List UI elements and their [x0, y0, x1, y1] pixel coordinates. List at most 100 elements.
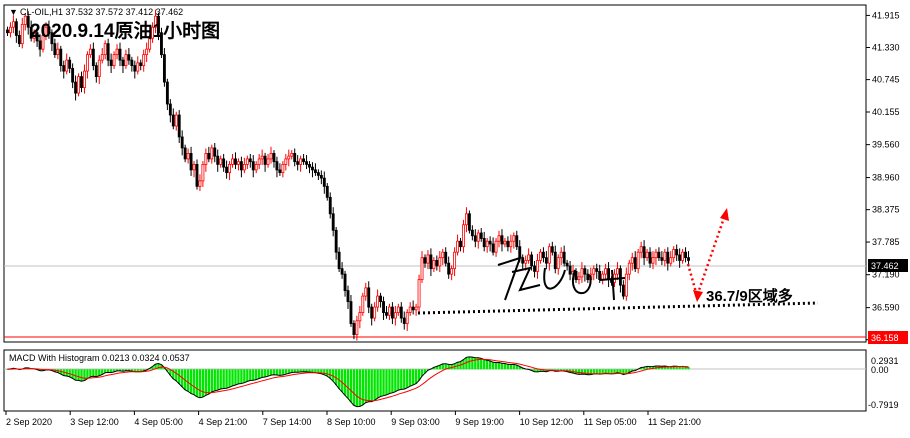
candle-body [541, 251, 545, 259]
candle-body [506, 240, 510, 248]
price-tick-label: 40.745 [872, 75, 900, 85]
macd-bar [207, 369, 211, 395]
macd-bar [133, 369, 136, 372]
candle-body [533, 265, 536, 272]
price-tick-label: 37.785 [872, 237, 900, 247]
macd-bar [189, 369, 193, 394]
macd-bar [169, 369, 172, 376]
candle-body [444, 251, 448, 264]
macd-bar [625, 369, 628, 374]
macd-bar [98, 369, 101, 376]
candle-body [278, 169, 282, 174]
macd-bar [210, 369, 213, 393]
macd-bar [104, 369, 107, 373]
candle-body [393, 312, 397, 319]
macd-bar [178, 369, 181, 384]
macd-bar [317, 369, 320, 374]
candle-body [68, 59, 72, 69]
macd-bar [136, 369, 139, 372]
macd-bar [500, 363, 504, 370]
candle-body [497, 235, 501, 242]
candle-body [562, 251, 566, 264]
macd-bar [669, 366, 672, 370]
macd-bar [406, 369, 409, 388]
candle-body [26, 15, 30, 28]
candle-body [313, 169, 317, 174]
candle-body [245, 158, 249, 165]
candle-body [465, 213, 468, 226]
macd-bar [471, 357, 474, 370]
macd-bar [542, 369, 545, 372]
candle-body [222, 158, 226, 168]
candle-body [237, 161, 240, 165]
candle-body [494, 240, 498, 253]
macd-bar [530, 369, 533, 371]
candle-body [642, 246, 646, 259]
macd-bar [447, 364, 450, 370]
projection-arrow[interactable] [686, 208, 729, 302]
candle-body [94, 65, 98, 77]
candle-body [580, 268, 584, 278]
candle-body [663, 251, 667, 261]
candle-body [681, 251, 685, 261]
macd-bar [577, 369, 581, 375]
macd-bar [521, 367, 524, 370]
candle-body [17, 35, 21, 45]
candle-body [645, 251, 649, 259]
candle-body [23, 15, 27, 25]
candle-body [438, 257, 442, 267]
candle-body [364, 287, 368, 297]
candlestick-series [6, 9, 690, 341]
candle-body [598, 271, 602, 281]
macd-bar [666, 366, 669, 370]
macd-bar [255, 369, 258, 380]
candle-body [112, 54, 116, 67]
macd-bar [281, 369, 285, 375]
macd-bar [589, 369, 592, 375]
macd-bar [580, 369, 584, 375]
candle-body [180, 136, 184, 149]
candle-body [168, 103, 172, 116]
macd-bar [326, 369, 329, 377]
candle-body [624, 273, 628, 297]
macd-bar [539, 369, 542, 372]
candle-body [450, 268, 454, 275]
candle-body [97, 59, 101, 77]
candle-body [88, 48, 92, 56]
macd-bar [112, 369, 116, 372]
candle-body [352, 323, 356, 335]
candle-body [479, 232, 483, 239]
candle-body [38, 40, 42, 50]
macd-bar [628, 369, 631, 373]
candle-body [201, 163, 205, 182]
candle-body [678, 254, 682, 261]
candle-body [453, 251, 457, 270]
macd-bar [379, 369, 382, 397]
candle-body [675, 249, 679, 256]
candle-body [257, 158, 261, 165]
macd-bar [142, 369, 145, 371]
macd-bar [411, 369, 415, 385]
candle-body [518, 246, 522, 259]
candle-body [672, 249, 676, 259]
candle-body [618, 268, 622, 286]
macd-bar [340, 369, 344, 392]
candle-body [544, 257, 548, 264]
candle-body [6, 29, 9, 34]
macd-bar [6, 369, 9, 370]
candle-body [388, 306, 391, 316]
candle-body [491, 243, 495, 253]
support-dotted-line[interactable] [417, 301, 819, 315]
candle-body [136, 62, 140, 72]
macd-bar [192, 369, 196, 395]
candle-body [151, 26, 155, 39]
macd-bar [346, 369, 350, 399]
candle-body [239, 161, 243, 171]
macd-bar [358, 369, 362, 407]
candle-body [550, 246, 554, 253]
chart-title-arrow-icon[interactable]: ▼ [9, 7, 18, 17]
candle-body [228, 163, 231, 174]
candle-body [50, 32, 54, 45]
